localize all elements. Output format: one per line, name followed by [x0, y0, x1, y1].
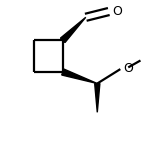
Text: O: O: [112, 5, 122, 18]
Polygon shape: [60, 17, 86, 43]
Polygon shape: [62, 69, 97, 84]
Text: O: O: [124, 62, 133, 75]
Polygon shape: [95, 84, 100, 112]
